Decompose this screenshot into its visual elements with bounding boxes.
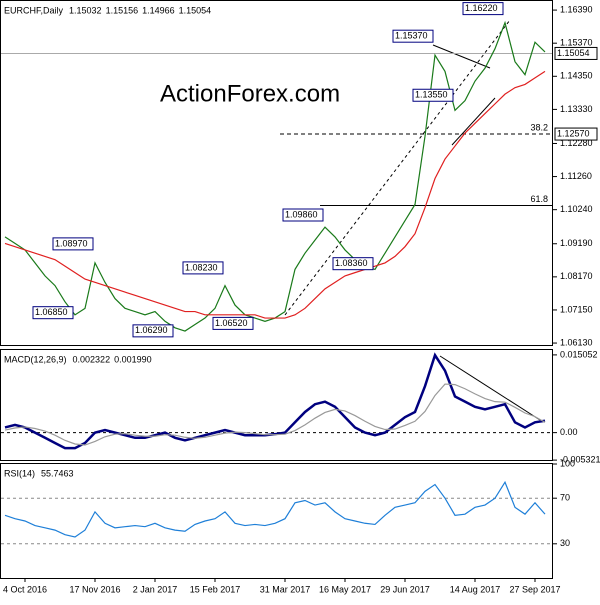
x-tick-label: 2 Jan 2017: [133, 584, 178, 594]
annotation-box: [32, 306, 74, 320]
y-tick-label: 100: [560, 458, 575, 468]
x-tick-label: 15 Feb 2017: [190, 584, 241, 594]
annotation-label: 1.15370: [395, 31, 428, 41]
pane-title: MACD(12,26,9): [4, 354, 67, 364]
y-tick-label: 1.16390: [560, 4, 593, 14]
annotation-label: 1.16220: [465, 3, 498, 13]
fib-label: 61.8: [530, 194, 548, 204]
series-line: [4, 20, 546, 332]
annotation-box: [462, 2, 504, 16]
y-tick-label: 1.13330: [560, 104, 593, 114]
y-tick-label: 1.10240: [560, 204, 593, 214]
macd-pane: [0, 349, 553, 461]
x-tick-label: 31 Mar 2017: [260, 584, 311, 594]
annotation-box: [412, 88, 454, 102]
x-tick-label: 16 May 2017: [319, 584, 371, 594]
annotation-box: [392, 29, 434, 43]
annotation-box: [132, 324, 174, 338]
y-tick-label: 70: [560, 493, 570, 503]
price-label: 1.12570: [557, 128, 590, 138]
y-tick-label: 1.07150: [560, 304, 593, 314]
y-tick-label: 0.00: [560, 427, 578, 437]
price-label: 1.15054: [557, 48, 590, 58]
x-tick-label: 14 Aug 2017: [450, 584, 501, 594]
annotation-label: 1.06850: [35, 307, 68, 317]
price-label-box: [554, 127, 598, 141]
price-label-box: [554, 46, 598, 60]
x-tick-label: 17 Nov 2016: [69, 584, 120, 594]
readout: 1.14966: [142, 5, 175, 15]
x-tick-label: 4 Oct 2016: [3, 584, 47, 594]
annotation-box: [332, 257, 374, 271]
annotation-label: 1.06520: [215, 318, 248, 328]
annotation-box: [212, 316, 254, 330]
y-tick-label: 1.08170: [560, 271, 593, 281]
y-tick-label: 0.015052: [560, 349, 598, 359]
y-tick-label: 1.06130: [560, 337, 593, 347]
annotation-box: [282, 208, 324, 222]
x-tick-label: 27 Sep 2017: [509, 584, 560, 594]
annotation-label: 1.08230: [185, 262, 218, 272]
annotation-label: 1.08360: [335, 258, 368, 268]
fib-label: 38.2: [530, 122, 548, 132]
annotation-label: 1.13550: [415, 90, 448, 100]
y-tick-label: 1.15370: [560, 38, 593, 48]
annotation-box: [182, 261, 224, 275]
rsi-pane: [0, 463, 553, 579]
series-line: [4, 70, 546, 319]
series-line: [4, 480, 546, 538]
trend-line: [284, 19, 511, 316]
annotation-box: [52, 237, 94, 251]
annotation-label: 1.09860: [285, 209, 318, 219]
readout: 1.15054: [179, 5, 212, 15]
readout: 1.15032: [69, 5, 102, 15]
readout: 55.7463: [41, 468, 74, 478]
pane-title: EURCHF,Daily: [4, 5, 64, 15]
readout: 1.15156: [106, 5, 139, 15]
y-tick-label: 1.09190: [560, 238, 593, 248]
watermark: ActionForex.com: [160, 80, 340, 107]
trend-line: [432, 44, 491, 69]
y-tick-label: 30: [560, 538, 570, 548]
readout: 0.002322: [73, 354, 111, 364]
y-tick-label: 1.14350: [560, 71, 593, 81]
y-tick-label: -0.005321: [560, 454, 600, 464]
y-tick-label: 1.11260: [560, 171, 592, 181]
series-line: [4, 383, 546, 446]
readout: 0.001990: [114, 354, 152, 364]
pane-title: RSI(14): [4, 468, 35, 478]
annotation-label: 1.08970: [55, 238, 88, 248]
annotation-label: 1.06290: [135, 325, 168, 335]
x-tick-label: 29 Jun 2017: [380, 584, 430, 594]
y-tick-label: 1.12280: [560, 138, 593, 148]
trend-line: [451, 97, 496, 146]
trend-line: [439, 355, 541, 421]
price-pane: [0, 0, 553, 346]
